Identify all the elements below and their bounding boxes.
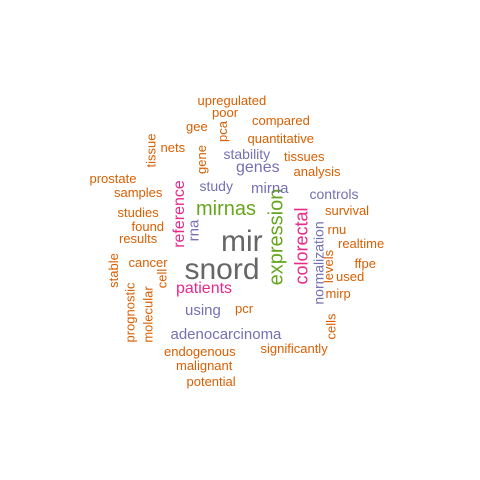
word-tissue: tissue — [143, 133, 159, 167]
word-levels: levels — [320, 249, 336, 283]
word-analysis: analysis — [293, 163, 341, 179]
word-nets: nets — [160, 139, 186, 155]
word-realtime: realtime — [338, 235, 385, 251]
word-pcr: pcr — [235, 300, 254, 316]
word-snord: snord — [184, 253, 260, 286]
word-potential: potential — [186, 373, 236, 389]
word-survival: survival — [325, 202, 370, 218]
word-cancer: cancer — [128, 254, 168, 270]
word-rnu: rnu — [327, 221, 347, 237]
word-mirp: mirp — [325, 285, 351, 301]
word-studies: studies — [117, 204, 159, 220]
word-cell: cell — [154, 268, 170, 288]
word-prostate: prostate — [89, 170, 137, 186]
word-gee: gee — [186, 118, 208, 134]
word-compared: compared — [252, 112, 310, 128]
word-malignant: malignant — [176, 357, 233, 373]
word-mirnas: mirnas — [196, 198, 257, 220]
word-gene: gene — [193, 144, 209, 174]
word-endogenous: endogenous — [164, 343, 236, 359]
word-colorectal: colorectal — [291, 207, 312, 285]
word-prognostic: prognostic — [122, 282, 138, 342]
word-ffpe: ffpe — [354, 255, 376, 271]
word-controls: controls — [309, 186, 359, 202]
word-rna: rna — [185, 219, 203, 241]
word-upregulated: upregulated — [197, 92, 267, 108]
word-pca: pca — [214, 120, 230, 142]
word-mirna: mirna — [251, 179, 289, 197]
word-poor: poor — [212, 104, 239, 120]
word-mir: mir — [221, 225, 263, 258]
word-adenocarcinoma: adenocarcinoma — [170, 325, 282, 343]
word-stability: stability — [223, 146, 271, 162]
word-samples: samples — [114, 184, 163, 200]
word-quantitative: quantitative — [247, 130, 315, 146]
word-stable: stable — [105, 252, 121, 288]
word-molecular: molecular — [140, 285, 156, 343]
word-significantly: significantly — [260, 340, 328, 356]
word-used: used — [336, 268, 365, 284]
word-study: study — [199, 178, 233, 194]
word-genes: genes — [236, 159, 280, 176]
word-results: results — [119, 230, 158, 246]
word-expression: expression — [264, 188, 287, 286]
word-found: found — [131, 218, 165, 234]
word-tissues: tissues — [284, 148, 325, 164]
word-patients: patients — [176, 280, 233, 297]
word-using: using — [185, 301, 221, 319]
word-cells: cells — [323, 312, 339, 340]
